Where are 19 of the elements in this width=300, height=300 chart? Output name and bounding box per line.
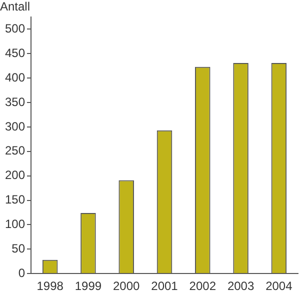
x-tick-label: 1998 [36,279,64,294]
y-tick-label: 200 [4,168,26,182]
y-tick-label: 350 [4,94,26,109]
y-tick-label: 300 [4,119,26,134]
y-tick-label: 50 [12,241,26,256]
y-tick-label: 0 [18,266,26,280]
x-tick-label: 2000 [113,279,140,294]
y-tick-label: 500 [4,22,26,36]
y-tick-label: 400 [4,70,26,84]
x-tick-label: 2001 [151,279,178,294]
x-tick-label: 1999 [74,279,102,294]
y-tick-label: 100 [4,217,26,232]
y-tick-label: 250 [4,144,26,158]
x-tick-label: 2003 [227,279,254,294]
y-axis-title: Antall [0,0,30,14]
y-tick-label: 150 [4,192,26,207]
x-tick-label: 2004 [266,279,293,294]
x-tick-label: 2002 [189,279,216,294]
y-tick-label: 450 [4,46,26,60]
